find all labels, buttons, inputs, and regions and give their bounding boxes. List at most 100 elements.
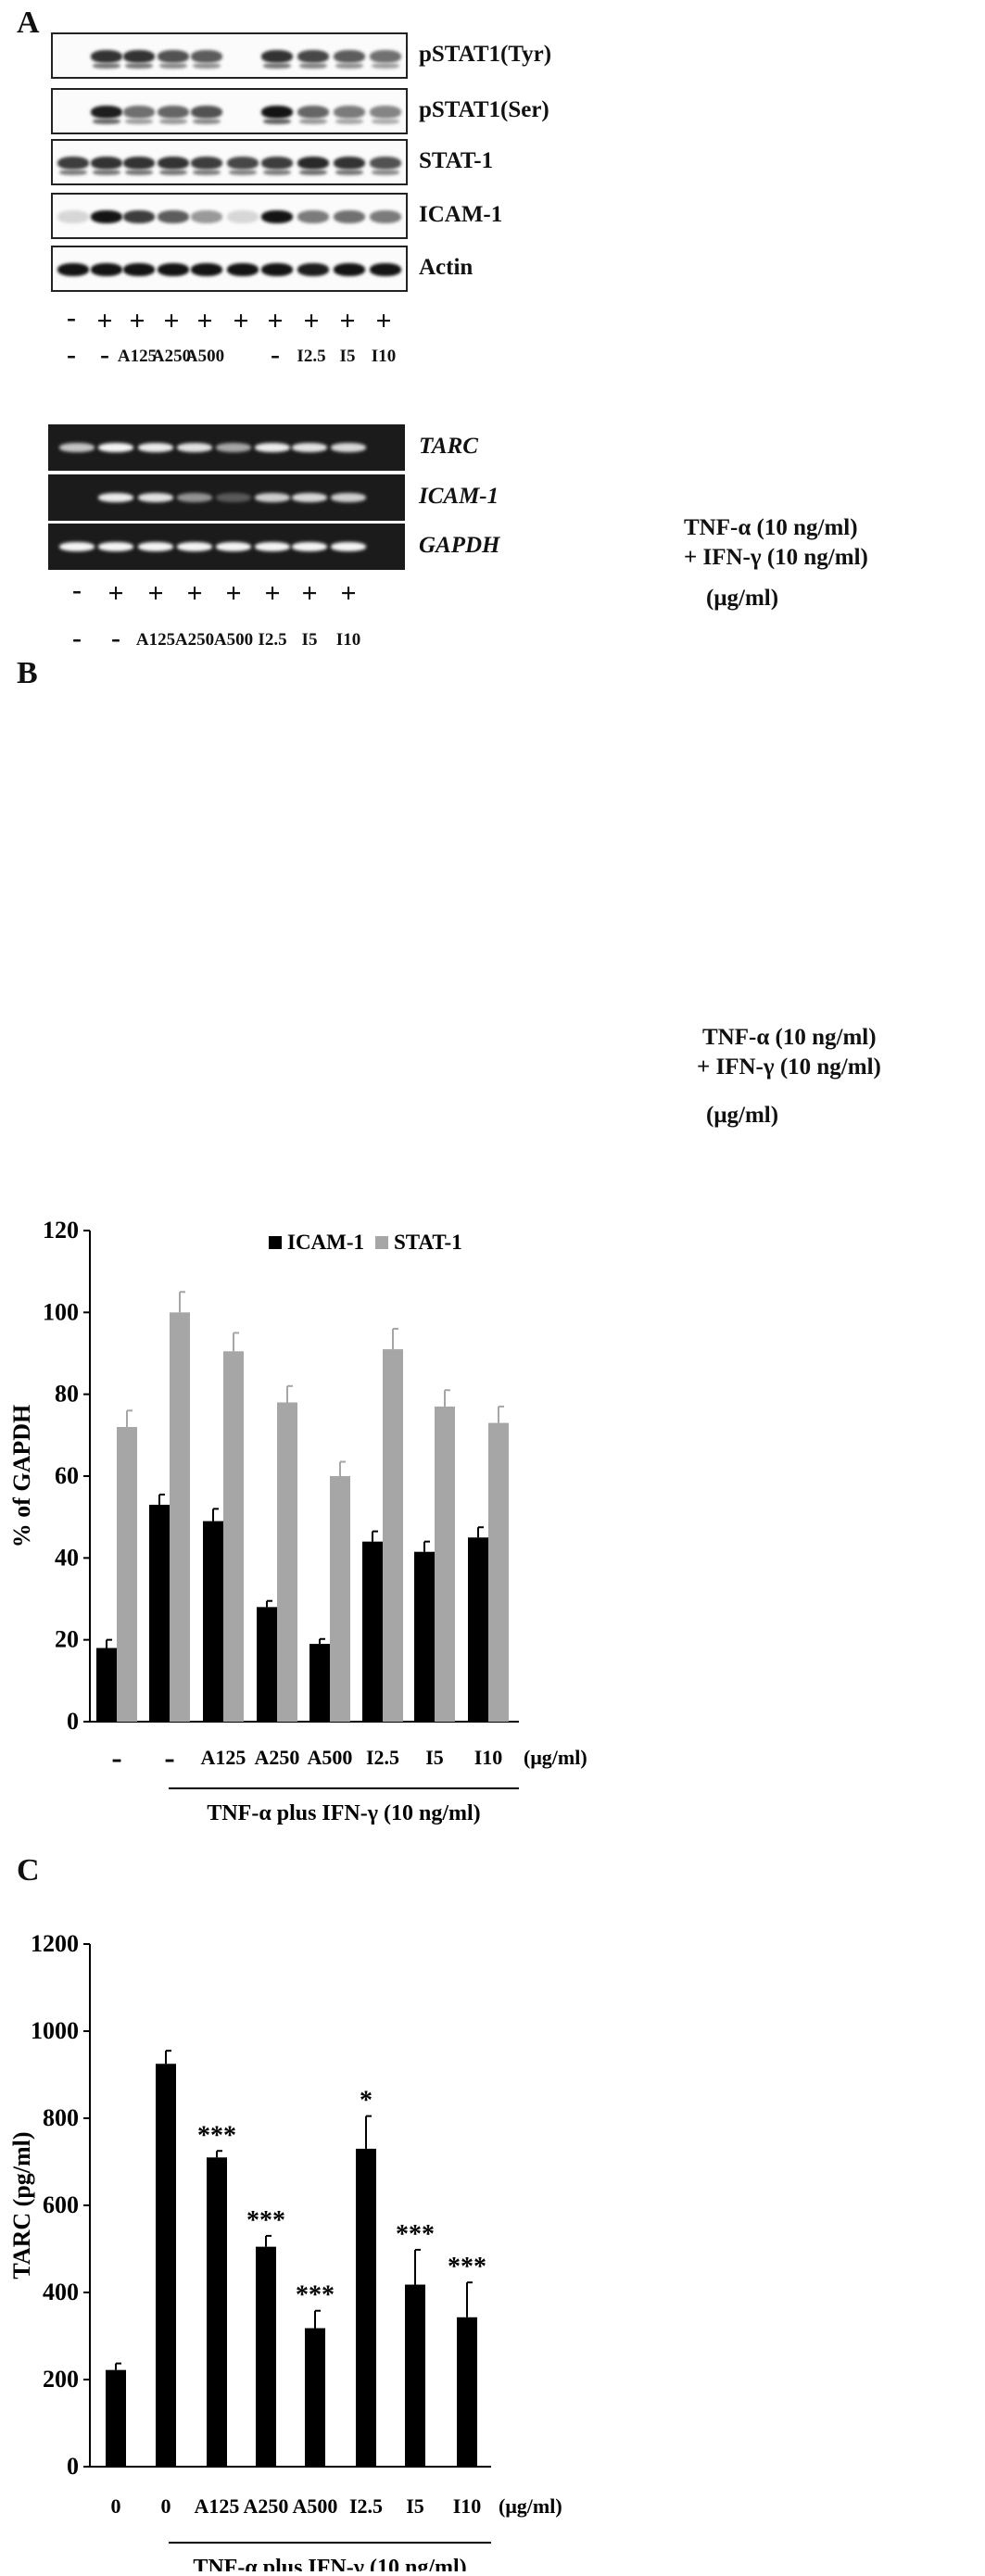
blot-label: ICAM-1 xyxy=(419,202,503,227)
gel-band xyxy=(255,493,290,502)
gel-band xyxy=(255,542,290,551)
dose-label: - xyxy=(72,623,82,653)
y-tick-label: 400 xyxy=(43,2279,79,2305)
panel-a-unit-label: (μg/ml) xyxy=(706,586,779,611)
bar xyxy=(106,2369,126,2467)
blot-band xyxy=(229,170,257,175)
legend-swatch xyxy=(269,1236,282,1249)
blot-band xyxy=(93,170,120,175)
dose-label: - xyxy=(111,623,120,653)
treatment-symbol: + xyxy=(340,578,357,609)
gel-gapdh xyxy=(48,524,405,570)
blot-band xyxy=(91,157,122,170)
unit-label: (μg/ml) xyxy=(524,1746,587,1769)
bar xyxy=(256,2246,276,2467)
treatment-symbol: + xyxy=(96,306,113,336)
gel-band xyxy=(331,443,366,452)
dose-label: I2.5 xyxy=(258,630,287,650)
blot-band xyxy=(159,170,187,175)
gel-band xyxy=(292,493,327,502)
panel-a-treatment-label-2: + IFN-γ (10 ng/ml) xyxy=(684,545,868,570)
blot-pstat1-tyr- xyxy=(51,32,408,79)
x-tick-label: A500 xyxy=(293,2494,338,2518)
treatment-symbol: - xyxy=(67,302,76,333)
blot-band xyxy=(263,63,291,69)
panel-b-letter: B xyxy=(17,656,38,690)
y-tick-label: 100 xyxy=(43,1298,79,1325)
significance-mark: *** xyxy=(197,2121,236,2150)
blot-band xyxy=(91,210,122,223)
panel-b-treatment-label-2: + IFN-γ (10 ng/ml) xyxy=(697,1054,881,1080)
blot-band xyxy=(261,263,293,276)
blot-band xyxy=(297,157,329,170)
blot-band xyxy=(193,119,221,124)
x-tick-label: I5 xyxy=(425,1746,444,1769)
bar xyxy=(468,1537,488,1722)
blot-actin xyxy=(51,246,408,292)
blot-band xyxy=(158,210,189,223)
legend-label: STAT-1 xyxy=(394,1231,462,1254)
bar xyxy=(96,1648,117,1722)
treatment-symbol: + xyxy=(163,306,180,336)
blot-band xyxy=(261,106,293,119)
blot-band xyxy=(158,50,189,63)
panel-a-letter: A xyxy=(17,6,40,40)
dose-label: - xyxy=(271,339,280,370)
blot-band xyxy=(334,106,365,119)
blot-band xyxy=(263,119,291,124)
treatment-symbol: + xyxy=(267,306,284,336)
blot-band xyxy=(158,157,189,170)
blot-band xyxy=(193,170,221,175)
x-tick-label: I5 xyxy=(406,2494,424,2518)
dose-label: I5 xyxy=(339,347,356,366)
blot-band xyxy=(93,63,120,69)
panel-b-treatment-label-1: TNF-α (10 ng/ml) xyxy=(702,1025,877,1050)
x-tick-label: A500 xyxy=(308,1746,353,1769)
treatment-symbol: + xyxy=(264,578,281,609)
bar xyxy=(356,2148,376,2467)
blot-band xyxy=(123,263,155,276)
dose-label: - xyxy=(67,339,76,370)
x-tick-label: A125 xyxy=(195,2494,240,2518)
treatment-symbol: + xyxy=(196,306,213,336)
treatment-symbol: + xyxy=(303,306,320,336)
blot-band xyxy=(191,157,222,170)
blot-band xyxy=(263,170,291,175)
gel-icam-1 xyxy=(48,474,405,521)
x-tick-label: A125 xyxy=(201,1746,246,1769)
unit-label: (μg/ml) xyxy=(499,2494,562,2518)
blot-band xyxy=(125,170,153,175)
blot-band xyxy=(123,210,155,223)
gel-band xyxy=(216,443,251,452)
blot-band xyxy=(158,106,189,119)
y-tick-label: 600 xyxy=(43,2191,79,2218)
bar xyxy=(156,2064,176,2467)
bar xyxy=(277,1402,297,1722)
blot-band xyxy=(123,106,155,119)
gel-band xyxy=(177,443,212,452)
gel-band xyxy=(98,493,133,502)
x-tick-label: 0 xyxy=(161,2494,171,2518)
x-tick-label: A250 xyxy=(244,2494,289,2518)
treatment-symbol: + xyxy=(225,578,242,609)
x-tick-label: A250 xyxy=(255,1746,300,1769)
bar xyxy=(207,2157,227,2467)
treatment-symbol: + xyxy=(301,578,318,609)
blot-band xyxy=(57,157,89,170)
gel-band xyxy=(331,542,366,551)
dose-label: A250 xyxy=(151,347,192,366)
dose-label: - xyxy=(100,339,109,370)
blot-band xyxy=(125,119,153,124)
dose-label: A125 xyxy=(135,630,176,650)
gel-band xyxy=(292,443,327,452)
blot-band xyxy=(57,210,89,223)
blot-band xyxy=(370,210,401,223)
x-tick-label: 0 xyxy=(111,2494,121,2518)
blot-band xyxy=(261,50,293,63)
gel-band xyxy=(292,542,327,551)
panel-a-treatment-label-1: TNF-α (10 ng/ml) xyxy=(684,515,858,540)
dose-label: I10 xyxy=(371,347,397,366)
blot-band xyxy=(370,50,401,63)
bar xyxy=(309,1644,330,1722)
blot-band xyxy=(370,157,401,170)
